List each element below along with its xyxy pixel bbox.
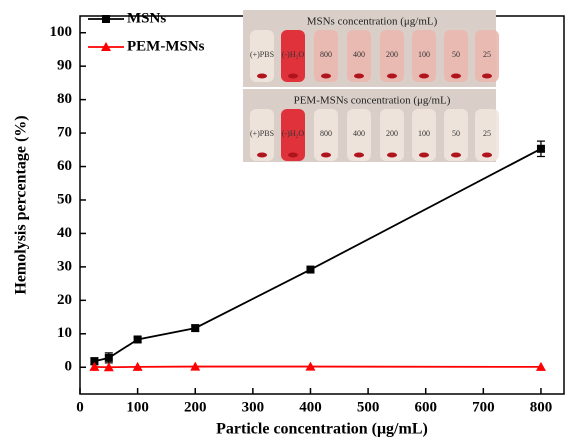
tube: [314, 30, 338, 82]
tube-label: 50: [452, 129, 460, 138]
pellet: [354, 73, 364, 79]
tube: [281, 30, 305, 82]
pellet: [419, 73, 429, 79]
marker: [535, 361, 546, 371]
x-tick-label: 0: [76, 399, 84, 415]
marker: [190, 361, 201, 371]
tube: [250, 109, 274, 161]
marker: [90, 357, 99, 366]
tube-label: 200: [386, 129, 398, 138]
marker: [306, 265, 315, 274]
tube-label: 400: [353, 50, 365, 59]
marker: [132, 361, 143, 371]
marker: [536, 144, 545, 153]
tube-label: 50: [452, 50, 460, 59]
pellet: [288, 152, 298, 158]
y-tick-label: 50: [57, 191, 72, 207]
pellet: [482, 152, 492, 158]
y-tick-label: 10: [57, 325, 72, 341]
inset-divider: [243, 87, 496, 89]
tube-label: 400: [353, 129, 365, 138]
x-tick-label: 400: [299, 399, 322, 415]
tube: [250, 30, 274, 82]
y-tick-label: 30: [57, 258, 72, 274]
legend-label: PEM-MSNs: [127, 38, 205, 54]
tube: [314, 109, 338, 161]
pellet: [451, 73, 461, 79]
tube-label: (-)H₂O: [282, 129, 305, 138]
y-tick-label: 90: [57, 58, 72, 74]
tube: [444, 109, 468, 161]
x-axis-title: Particle concentration (μg/mL): [216, 421, 428, 438]
tube: [380, 109, 404, 161]
marker: [133, 335, 142, 344]
pellet: [257, 152, 267, 158]
marker: [103, 362, 114, 372]
tube: [412, 30, 436, 82]
tube: [347, 109, 371, 161]
legend-label: MSNs: [127, 10, 166, 26]
series-line: [94, 148, 542, 363]
y-tick-label: 20: [57, 292, 72, 308]
pellet: [387, 73, 397, 79]
tube-label: 800: [320, 129, 332, 138]
pellet: [387, 152, 397, 158]
inset-title: MSNs concentration (μg/mL): [307, 16, 438, 28]
pellet: [321, 73, 331, 79]
x-tick-label: 500: [357, 399, 380, 415]
pellet: [288, 73, 298, 79]
legend-marker: [101, 42, 111, 51]
tube: [412, 109, 436, 161]
pellet: [354, 152, 364, 158]
tube: [444, 30, 468, 82]
pellet: [482, 73, 492, 79]
y-tick-label: 60: [57, 158, 72, 174]
tube: [475, 109, 499, 161]
inset-photo: MSNs concentration (μg/mL) (+)PBS (-)H₂O 80…: [243, 10, 499, 162]
x-tick-label: 800: [530, 399, 553, 415]
marker: [305, 361, 316, 371]
marker: [89, 361, 100, 371]
pellet: [257, 73, 267, 79]
x-tick-label: 600: [414, 399, 437, 415]
x-tick-label: 100: [126, 399, 149, 415]
tube-label: (+)PBS: [250, 129, 274, 138]
y-tick-label: 80: [57, 91, 72, 107]
tube: [380, 30, 404, 82]
x-tick-label: 200: [184, 399, 207, 415]
tube-label: (+)PBS: [250, 50, 274, 59]
tube-label: 25: [483, 129, 491, 138]
tube-label: 25: [483, 50, 491, 59]
x-tick-label: 300: [242, 399, 265, 415]
y-tick-label: 70: [57, 125, 72, 141]
marker: [191, 324, 200, 333]
pellet: [419, 152, 429, 158]
y-tick-label: 40: [57, 225, 72, 241]
tube: [475, 30, 499, 82]
tube: [281, 109, 305, 161]
x-tick-label: 700: [472, 399, 495, 415]
tube-label: 800: [320, 50, 332, 59]
y-tick-label: 100: [50, 24, 73, 40]
tube-label: (-)H₂O: [282, 50, 305, 59]
marker: [104, 353, 113, 362]
inset-title: PEM-MSNs concentration (μg/mL): [294, 95, 451, 107]
series-line: [94, 365, 541, 369]
tube-label: 200: [386, 50, 398, 59]
y-axis-title: Hemolysis percentage (%): [13, 115, 30, 294]
y-tick-label: 0: [65, 359, 73, 375]
tube-label: 100: [418, 129, 430, 138]
legend-marker: [102, 15, 110, 23]
tube: [347, 30, 371, 82]
pellet: [321, 152, 331, 158]
tube-label: 100: [418, 50, 430, 59]
pellet: [451, 152, 461, 158]
